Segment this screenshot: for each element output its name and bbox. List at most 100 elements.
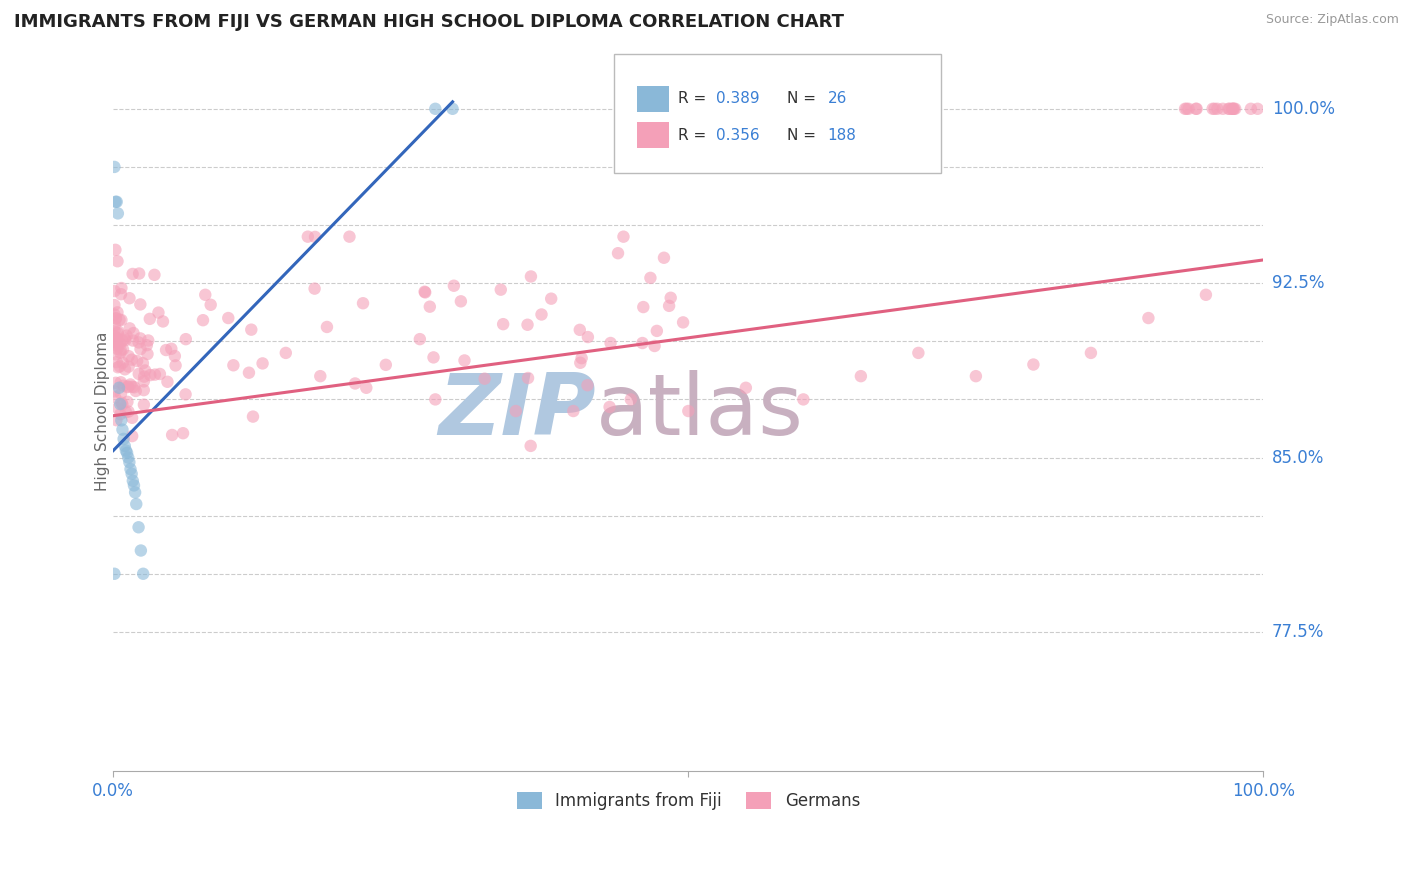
Point [104,311,127,326]
Point [520,269,543,284]
Point [110,343,132,358]
Point [633,300,655,314]
Point [562,404,585,418]
Point [607,246,630,260]
Point [111,343,134,357]
Point [240,323,263,337]
Point [103,566,125,581]
Point [115,405,138,419]
Point [107,360,129,375]
Point [110,313,132,327]
Point [172,426,194,441]
Point [110,376,132,390]
Point [907,346,929,360]
Text: ZIP: ZIP [439,369,596,452]
Point [107,326,129,340]
Point [191,313,214,327]
Point [1223,102,1246,116]
Point [117,380,139,394]
Point [129,543,152,558]
Y-axis label: High School Diploma: High School Diploma [94,331,110,491]
Point [149,367,172,381]
Text: N =: N = [787,128,821,143]
Point [645,324,668,338]
Point [108,381,131,395]
Point [1218,102,1240,116]
Point [103,160,125,174]
Point [620,392,643,407]
Point [309,369,332,384]
Point [540,292,562,306]
Text: 92.5%: 92.5% [1272,274,1324,293]
Point [1175,102,1198,116]
Text: 77.5%: 77.5% [1272,623,1324,640]
Point [156,375,179,389]
Point [104,334,127,349]
Point [117,404,139,418]
Point [103,329,125,343]
Point [103,284,125,298]
Text: 188: 188 [828,128,856,143]
Text: 0.356: 0.356 [716,128,759,143]
Point [127,354,149,368]
Point [658,299,681,313]
Point [112,432,135,446]
Point [110,345,132,359]
Point [612,229,634,244]
Point [105,413,128,427]
Point [1174,102,1197,116]
Point [1177,102,1199,116]
Point [107,401,129,416]
Point [132,566,155,581]
Point [125,384,148,398]
Point [734,381,756,395]
Point [110,386,132,401]
Point [105,334,128,349]
Point [571,351,593,366]
Point [121,267,143,281]
Point [134,363,156,377]
Point [114,439,136,453]
Point [1080,346,1102,360]
Point [107,206,129,220]
Point [115,328,138,343]
Point [344,376,367,391]
Point [443,278,465,293]
Point [222,359,245,373]
Point [492,317,515,331]
Point [678,404,700,418]
Bar [637,86,669,112]
Point [576,330,599,344]
Point [121,352,143,367]
Point [1212,102,1234,116]
Point [115,446,138,460]
Point [103,324,125,338]
Point [139,311,162,326]
Point [120,377,142,392]
Point [568,323,591,337]
Point [110,407,132,421]
Point [304,282,326,296]
Legend: Immigrants from Fiji, Germans: Immigrants from Fiji, Germans [510,786,868,817]
Point [111,356,134,370]
Point [103,298,125,312]
Point [114,332,136,346]
Text: R =: R = [678,92,711,106]
Point [112,378,135,392]
Point [569,356,592,370]
Point [352,296,374,310]
Text: 0.389: 0.389 [716,92,759,106]
Point [1240,102,1263,116]
Point [104,243,127,257]
Point [530,308,553,322]
Point [128,520,150,534]
Point [139,368,162,382]
Point [134,369,156,384]
Point [104,347,127,361]
FancyBboxPatch shape [613,54,942,173]
Point [1222,102,1244,116]
Point [1185,102,1208,116]
Point [489,283,512,297]
Point [128,267,150,281]
Point [1206,102,1229,116]
